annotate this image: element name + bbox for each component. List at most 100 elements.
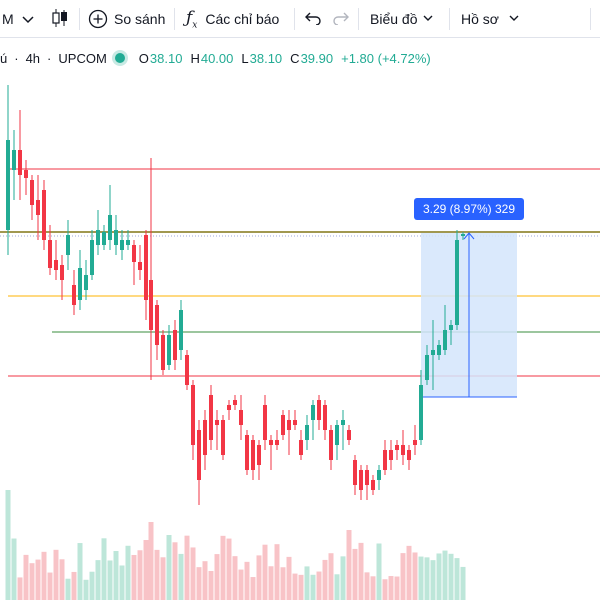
volume-bar (125, 545, 131, 600)
volume-bar (172, 542, 178, 600)
volume-bar (376, 543, 382, 600)
volume-bar (256, 555, 262, 600)
volume-bar (268, 566, 274, 600)
volume-bar (143, 540, 149, 600)
candle-body (257, 445, 261, 465)
price-chart-canvas[interactable] (0, 72, 600, 600)
undo-button[interactable] (304, 0, 322, 38)
market-status-icon[interactable] (114, 53, 125, 63)
interval-dropdown-button[interactable] (22, 0, 34, 38)
candle-body (155, 305, 159, 345)
symbol-search-button[interactable]: M (2, 0, 14, 38)
volume-bar (382, 579, 388, 600)
top-toolbar: M So sánh ƒx Các chỉ báo (0, 0, 600, 38)
candle-body (203, 420, 207, 455)
candle-body (323, 405, 327, 430)
volume-bar (346, 530, 352, 600)
indicators-button[interactable]: ƒx Các chỉ báo (186, 0, 279, 38)
candle-body (311, 405, 315, 420)
candle-body (239, 410, 243, 425)
profile-dropdown[interactable]: Hồ sơ (461, 0, 519, 38)
candle-body (114, 230, 118, 245)
candle-body (108, 215, 112, 240)
candle-body (413, 440, 417, 445)
candle-body (437, 345, 441, 355)
volume-bar (190, 547, 196, 600)
legend-symbol[interactable]: ú (0, 50, 8, 66)
volume-bars (5, 490, 466, 600)
volume-bar (454, 558, 460, 600)
volume-bar (83, 579, 89, 600)
candle-body (371, 480, 375, 490)
candle-body (102, 232, 106, 245)
volume-bar (310, 574, 316, 600)
volume-bar (166, 535, 172, 600)
volume-bar (148, 522, 154, 600)
candle-body (54, 260, 58, 270)
volume-bar (436, 553, 442, 600)
volume-bar (430, 560, 436, 600)
volume-bar (244, 561, 250, 600)
candle-body (90, 240, 94, 275)
volume-bar (442, 550, 448, 600)
candle-body (42, 190, 46, 240)
candle-body (84, 275, 88, 290)
legend-exchange[interactable]: UPCOM (58, 50, 107, 66)
volume-bar (364, 572, 370, 600)
candle-body (24, 170, 28, 178)
volume-bar (250, 577, 256, 600)
volume-bar (448, 553, 454, 600)
volume-bar (262, 544, 268, 600)
candle-body (407, 450, 411, 460)
volume-bar (424, 557, 430, 600)
candle-body (197, 430, 201, 480)
toolbar-divider (79, 8, 80, 30)
volume-bar (89, 571, 95, 600)
compare-button[interactable]: So sánh (88, 0, 165, 38)
volume-bar (154, 549, 160, 600)
undo-icon (304, 11, 322, 28)
volume-bar (35, 559, 41, 600)
low-label: L (241, 50, 249, 66)
candle-body (395, 445, 399, 450)
legend-interval[interactable]: 4h (25, 50, 41, 66)
volume-bar (208, 570, 214, 600)
candle-body (185, 355, 189, 385)
volume-bar (370, 576, 376, 600)
candle-body (215, 420, 219, 425)
volume-bar (137, 550, 143, 600)
open-label: O (138, 50, 149, 66)
volume-bar (232, 556, 238, 600)
volume-bar (334, 574, 340, 600)
redo-button[interactable] (332, 0, 350, 38)
candle-body (419, 385, 423, 440)
high-value: 40.00 (200, 50, 234, 66)
legend-separator: · (14, 50, 19, 66)
volume-bar (304, 566, 310, 600)
compare-label: So sánh (114, 11, 166, 27)
volume-bar (178, 553, 184, 600)
volume-bar (184, 535, 190, 600)
candle-body (161, 335, 165, 370)
candle-body (72, 285, 76, 305)
chevron-down-icon (22, 11, 34, 27)
volume-bar (131, 554, 137, 600)
chart-type-dropdown[interactable]: Biểu đồ (370, 0, 433, 38)
volume-bar (160, 557, 166, 600)
toolbar-divider (590, 8, 591, 30)
candle-body (341, 420, 345, 425)
candle-body (359, 470, 363, 490)
volume-bar (214, 554, 220, 600)
chart-style-button[interactable] (50, 0, 70, 38)
candle-body (96, 230, 100, 245)
candle-body (383, 450, 387, 470)
chart-type-label: Biểu đồ (370, 11, 418, 27)
candle-body (245, 435, 249, 470)
candle-body (191, 385, 195, 445)
volume-bar (316, 571, 322, 600)
candle-body (449, 325, 453, 330)
candle-body (335, 425, 339, 445)
candle-body (287, 420, 291, 430)
volume-bar (47, 572, 53, 600)
volume-bar (328, 553, 334, 600)
